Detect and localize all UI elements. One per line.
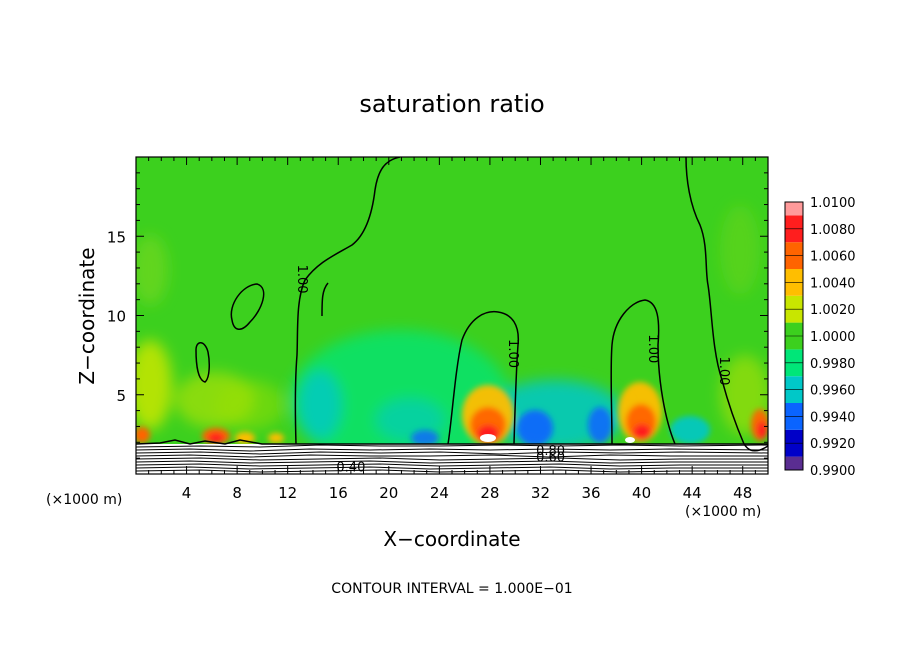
x-tick-label-4: 4: [182, 484, 192, 502]
y-tick-label-10: 10: [107, 308, 126, 326]
contour-label-0: 1.00: [294, 265, 309, 294]
patch-blue-32: [517, 410, 553, 446]
contour-line: [136, 469, 768, 473]
colorbar-label-6: 1.0020: [810, 303, 856, 318]
y-axis-label: Z−coordinate: [75, 247, 99, 384]
contour-1-00-left-branch: [321, 282, 329, 317]
colorbar-swatch-0: [785, 456, 803, 470]
x-tick-label-28: 28: [480, 484, 499, 502]
x-tick-label-36: 36: [581, 484, 600, 502]
x-tick-label-12: 12: [278, 484, 297, 502]
colorbar: [784, 201, 804, 471]
patch-orange-9: [235, 432, 255, 444]
x-axis-label: X−coordinate: [383, 527, 520, 551]
contour-line: [136, 448, 768, 452]
contour-line: [136, 463, 768, 467]
x-tick-marks: [148, 157, 756, 474]
contour-closed-5: [195, 342, 210, 383]
contour-1-00-40: [610, 299, 676, 445]
contour-interval-note: CONTOUR INTERVAL = 1.000E−01: [331, 581, 572, 597]
dense-contours: [136, 444, 768, 473]
x-tick-label-44: 44: [683, 484, 702, 502]
colorbar-label-7: 1.0040: [810, 276, 856, 291]
colorbar-label-5: 1.0000: [810, 330, 856, 345]
patch-cyan-44: [670, 416, 710, 444]
x-unit-left: (×1000 m): [46, 492, 122, 508]
x-tick-labels: 4 8 12 16 20 24 28 32 36 40 44 48: [182, 484, 752, 502]
patch-white-40: [625, 437, 635, 443]
contour-closed-8: [230, 283, 265, 330]
patch-yellow-left: [136, 340, 172, 430]
colorbar-label-4: 0.9980: [810, 357, 856, 372]
colorbar-label-2: 0.9940: [810, 410, 856, 425]
y-tick-labels: 5 10 15: [107, 228, 126, 405]
patch-blue-36: [588, 407, 612, 443]
y-tick-label-15: 15: [107, 228, 126, 246]
colorbar-labels: 0.9900 0.9920 0.9940 0.9960 0.9980 1.0000 1.00…: [810, 196, 856, 479]
patch-blue-21: [411, 430, 439, 446]
contour-label-5: 0.60: [536, 450, 565, 465]
x-tick-label-16: 16: [329, 484, 348, 502]
unity-contours: [136, 157, 768, 452]
colorbar-label-1: 0.9920: [810, 437, 856, 452]
patch-red-6: [208, 433, 224, 443]
patch-orange-0: [136, 427, 150, 443]
field-sharp-patches: [136, 382, 768, 446]
contour-1-00-28: [447, 310, 520, 445]
colorbar-label-9: 1.0080: [810, 223, 856, 238]
x-tick-label-48: 48: [733, 484, 752, 502]
patch-lime-upper-right: [720, 205, 760, 295]
contour-label-3: 1.00: [716, 356, 731, 385]
x-tick-label-24: 24: [430, 484, 449, 502]
contour-line: [136, 444, 768, 448]
patch-orange-11: [268, 433, 284, 443]
x-unit-right: (×1000 m): [685, 504, 761, 520]
patch-red-40: [633, 424, 651, 440]
patch-lime-upper-left: [136, 235, 168, 305]
heatmap-field: [136, 157, 768, 474]
y-tick-label-5: 5: [116, 387, 126, 405]
x-tick-label-40: 40: [632, 484, 651, 502]
colorbar-label-0: 0.9900: [810, 464, 856, 479]
y-tick-marks: [136, 172, 768, 459]
contour-label-2: 1.00: [645, 334, 660, 363]
contour-1-00-right: [685, 157, 768, 452]
colorbar-label-8: 1.0060: [810, 250, 856, 265]
patch-cyan-14: [298, 370, 342, 440]
contour-line: [136, 454, 768, 458]
contour-label-6: 0.40: [336, 461, 365, 476]
contour-line: [136, 451, 768, 455]
colorbar-label-3: 0.9960: [810, 384, 856, 399]
patch-white-28: [480, 434, 496, 442]
contour-line: [136, 460, 768, 464]
patch-lime-left: [215, 380, 285, 430]
x-tick-label-20: 20: [379, 484, 398, 502]
x-tick-label-32: 32: [531, 484, 550, 502]
contour-label-4: 0.80: [536, 444, 565, 459]
chart-title: saturation ratio: [359, 90, 544, 118]
colorbar-label-10: 1.0100: [810, 196, 856, 211]
contour-line: [136, 457, 768, 461]
contour-line: [136, 466, 768, 470]
colorbar-swatch-10: [785, 202, 803, 216]
contour-1-00-left: [294, 157, 401, 445]
contour-label-1: 1.00: [505, 339, 520, 368]
contour-base: [136, 439, 768, 445]
contour-labels: 1.00 1.00 1.00 1.00 0.800.60 0.40: [294, 265, 731, 476]
patch-red-49: [757, 421, 767, 439]
x-tick-label-8: 8: [232, 484, 242, 502]
